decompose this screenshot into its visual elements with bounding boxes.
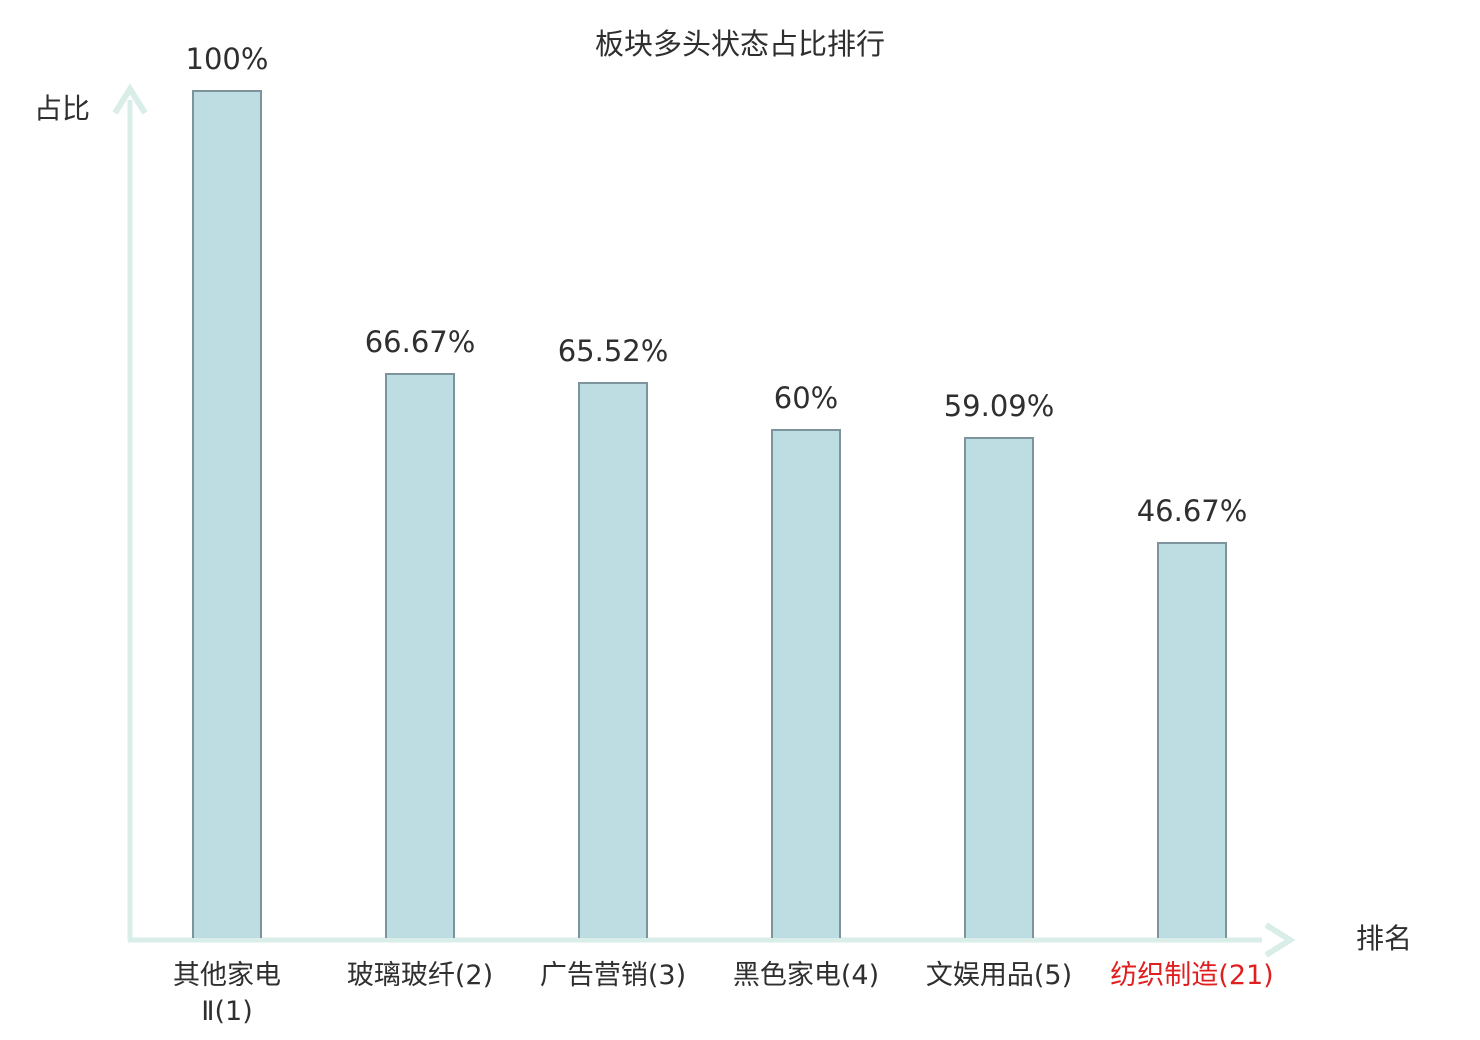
x-axis-arrow-icon — [1264, 922, 1296, 958]
y-axis-label: 占比 — [34, 92, 91, 125]
bar-5 — [964, 437, 1034, 938]
bar-2 — [385, 373, 455, 938]
bar-3 — [578, 382, 648, 938]
x-tick-label-6: 纺织制造(21) — [1110, 960, 1274, 991]
bar-value-label-3: 65.52% — [557, 334, 669, 368]
bar-value-label-5: 59.09% — [943, 389, 1055, 423]
x-tick-label-2: 玻璃玻纤(2) — [346, 960, 494, 991]
bar-6 — [1157, 542, 1227, 938]
bar-1 — [192, 90, 262, 938]
bar-4 — [771, 429, 841, 938]
bar-value-label-2: 66.67% — [364, 325, 476, 359]
chart-title: 板块多头状态占比排行 — [594, 27, 885, 61]
y-axis-arrow-icon — [112, 83, 148, 115]
x-tick-label-3: 广告营销(3) — [539, 960, 687, 991]
x-tick-label-1: 其他家电 Ⅱ(1) — [173, 960, 281, 1027]
bar-value-label-1: 100% — [185, 42, 269, 76]
x-axis-label: 排名 — [1356, 922, 1413, 955]
x-tick-label-4: 黑色家电(4) — [732, 960, 880, 991]
x-tick-label-5: 文娱用品(5) — [925, 960, 1073, 991]
bar-value-label-4: 60% — [773, 381, 839, 415]
bar-value-label-6: 46.67% — [1136, 494, 1248, 528]
